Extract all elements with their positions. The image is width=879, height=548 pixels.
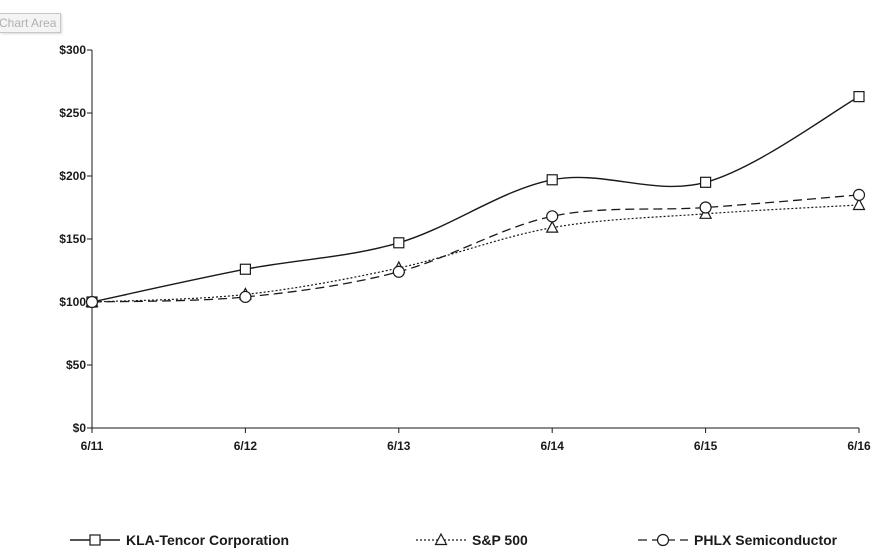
kla-tencor-corporation-square-marker bbox=[853, 91, 865, 103]
kla-tencor-corporation-series-line bbox=[91, 96, 860, 303]
y-tick-label: $200 bbox=[59, 169, 86, 183]
s-p-500-triangle-marker bbox=[852, 197, 866, 211]
y-tick-label: $300 bbox=[59, 43, 86, 57]
y-tick-label: $150 bbox=[59, 232, 86, 246]
phlx-semiconductor-circle-marker bbox=[546, 210, 559, 223]
s-p-500-triangle-marker bbox=[545, 220, 559, 233]
legend-phlx-semiconductor-label: PHLX Semiconductor bbox=[694, 532, 838, 548]
x-tick-label: 6/13 bbox=[387, 439, 411, 453]
x-axis-tick-labels: 6/11 6/12 6/13 6/14 6/15 6/16 bbox=[81, 439, 871, 453]
legend-s-p-500-label: S&P 500 bbox=[472, 532, 528, 548]
kla-tencor-corporation-square-marker bbox=[546, 174, 558, 186]
legend-s-p-500-triangle-marker bbox=[434, 532, 448, 546]
phlx-semiconductor-circle-marker bbox=[239, 290, 252, 304]
phlx-semiconductor-circle-marker bbox=[699, 201, 712, 214]
phlx-semiconductor-circle-marker bbox=[392, 265, 405, 278]
y-tick-label: $100 bbox=[59, 295, 86, 309]
phlx-semiconductor-circle-marker bbox=[852, 188, 866, 201]
phlx-semiconductor-series-line bbox=[91, 194, 860, 303]
x-tick-label: 6/16 bbox=[847, 439, 871, 453]
x-tick-label: 6/12 bbox=[234, 439, 258, 453]
y-tick-label: $50 bbox=[66, 358, 86, 372]
chart-axes bbox=[87, 49, 860, 433]
phlx-semiconductor-circle-marker bbox=[85, 295, 99, 309]
y-tick-label: $0 bbox=[73, 421, 87, 435]
chart-area-tooltip: Chart Area bbox=[0, 13, 62, 33]
series-markers bbox=[85, 91, 866, 309]
x-tick-label: 6/11 bbox=[81, 439, 104, 453]
y-axis-tick-labels: $0 $50 $100 $150 $200 $250 $300 bbox=[59, 43, 86, 435]
kla-tencor-corporation-square-marker bbox=[699, 176, 712, 188]
chart-legend: KLA-Tencor Corporation S&P 500 PHLX Semico… bbox=[70, 532, 838, 548]
legend-kla-tencor-corporation-label: KLA-Tencor Corporation bbox=[126, 532, 289, 548]
y-tick-label: $250 bbox=[59, 106, 86, 120]
chart-area-tooltip-label: Chart Area bbox=[0, 16, 57, 30]
legend-kla-tencor-corporation-square-marker bbox=[89, 534, 101, 546]
kla-tencor-corporation-square-marker bbox=[393, 237, 405, 249]
legend-phlx-semiconductor-circle-marker bbox=[656, 533, 670, 547]
x-tick-label: 6/15 bbox=[694, 439, 718, 453]
x-tick-label: 6/14 bbox=[541, 439, 565, 453]
series-lines bbox=[91, 96, 860, 303]
kla-tencor-corporation-square-marker bbox=[239, 263, 251, 275]
s-p-500-series-line bbox=[91, 204, 860, 303]
